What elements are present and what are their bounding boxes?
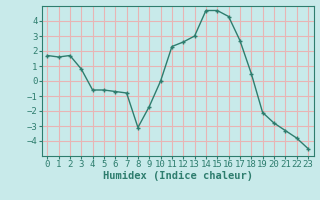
X-axis label: Humidex (Indice chaleur): Humidex (Indice chaleur) <box>103 171 252 181</box>
